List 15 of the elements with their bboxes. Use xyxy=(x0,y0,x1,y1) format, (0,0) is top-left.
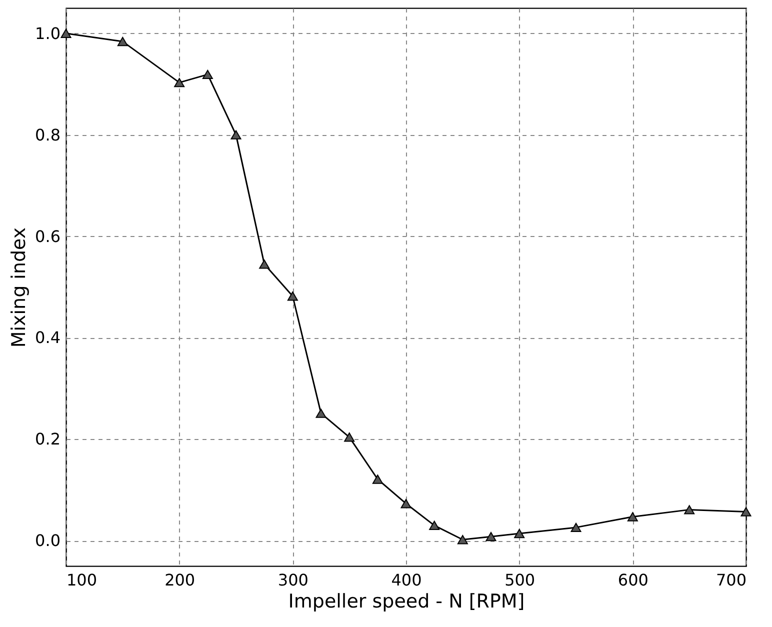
y-tick-label: 0.0 xyxy=(35,531,60,550)
x-tick-label: 500 xyxy=(504,570,536,590)
y-axis-title: Mixing index xyxy=(8,227,30,348)
y-tick-label: 0.4 xyxy=(35,328,60,348)
x-tick-label: 100 xyxy=(66,570,98,590)
y-tick-label: 0.8 xyxy=(35,125,60,144)
x-tick-label: 200 xyxy=(164,570,196,590)
y-tick-label: 0.6 xyxy=(35,226,60,246)
x-tick-label: 300 xyxy=(278,570,308,590)
x-tick-label: 700 xyxy=(716,570,746,590)
y-tick-label: 0.2 xyxy=(35,430,60,449)
x-axis-title: Impeller speed - N [RPM] xyxy=(288,590,525,612)
x-tick-label: 400 xyxy=(391,570,422,590)
y-tick-label: 1.0 xyxy=(35,24,60,43)
x-tick-label: 600 xyxy=(618,570,648,590)
